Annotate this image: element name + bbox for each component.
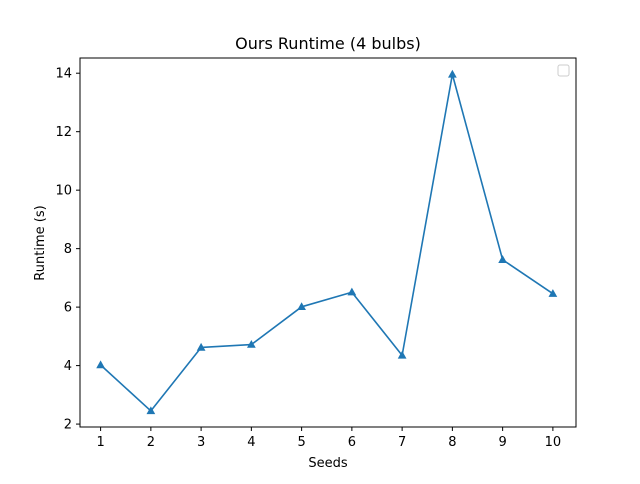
x-tick-label: 5	[297, 435, 305, 450]
x-tick-label: 10	[545, 435, 562, 450]
data-point-marker	[146, 406, 156, 415]
data-point-marker	[297, 302, 306, 311]
data-point-marker	[548, 289, 558, 297]
series-line	[100, 73, 554, 412]
legend-box	[557, 64, 570, 77]
plot-frame	[79, 57, 577, 428]
y-axis-label: Runtime (s)	[33, 205, 48, 280]
y-tick-label: 4	[64, 359, 72, 374]
y-tick-label: 6	[64, 301, 72, 316]
series-group	[96, 69, 558, 415]
y-tick-label: 12	[55, 125, 72, 140]
data-point-marker	[448, 69, 457, 78]
data-point-marker	[96, 360, 105, 369]
x-tick-label: 2	[147, 435, 155, 450]
data-point-marker	[397, 350, 407, 359]
y-tick-label: 2	[64, 418, 72, 433]
x-tick-label: 6	[348, 435, 356, 450]
data-point-marker	[498, 255, 508, 263]
chart-title: Ours Runtime (4 bulbs)	[235, 34, 421, 53]
x-tick-label: 3	[197, 435, 205, 450]
y-tick-label: 10	[55, 184, 72, 199]
data-point-marker	[196, 342, 206, 351]
x-tick-label: 9	[498, 435, 506, 450]
x-tick-label: 4	[247, 435, 255, 450]
x-tick-label: 7	[398, 435, 406, 450]
y-tick-label: 14	[55, 67, 72, 82]
x-tick-label: 1	[96, 435, 104, 450]
y-axis-ticks: 2 4 6 8 10 12 14	[55, 67, 80, 433]
x-axis-ticks: 1 2 3 4 5 6 7 8 9 10	[96, 427, 561, 450]
data-point-marker	[347, 287, 357, 296]
x-tick-label: 8	[448, 435, 456, 450]
y-tick-label: 8	[64, 242, 72, 257]
data-point-marker	[246, 339, 256, 348]
x-axis-label: Seeds	[308, 456, 348, 471]
